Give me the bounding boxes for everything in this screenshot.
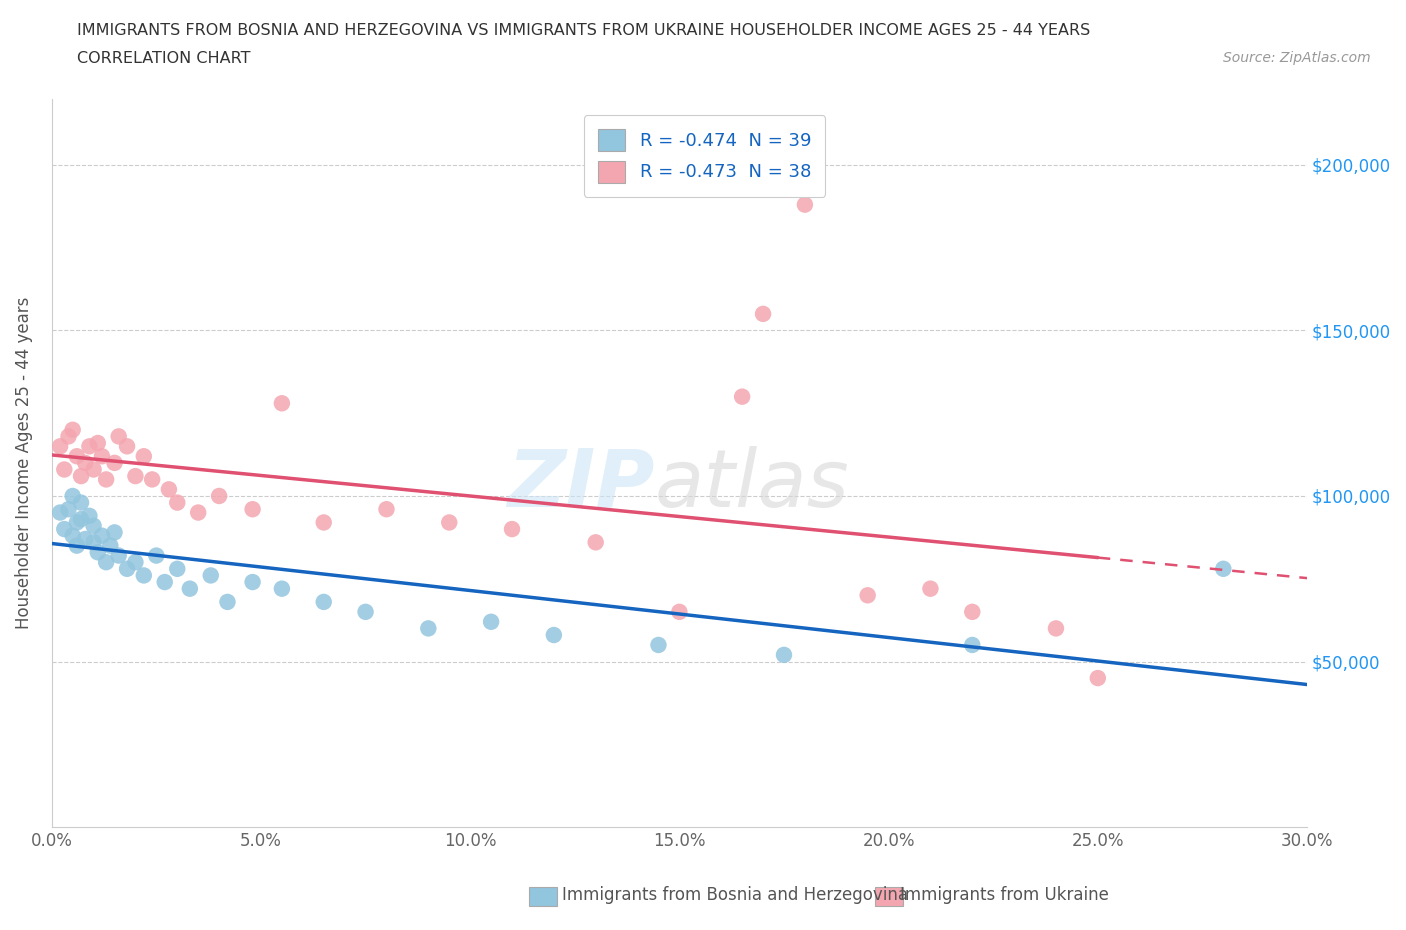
Point: [91, 528, 114, 543]
FancyBboxPatch shape: [529, 887, 557, 906]
Point: [145, 548, 167, 563]
Point: [94, 472, 117, 487]
Point: [66, 538, 89, 553]
Point: [479, 615, 502, 630]
Point: [124, 555, 146, 570]
Point: [132, 568, 155, 583]
FancyBboxPatch shape: [875, 887, 903, 906]
Point: [124, 469, 146, 484]
Point: [217, 594, 239, 609]
Point: [53, 522, 76, 537]
Point: [312, 594, 335, 609]
Point: [962, 604, 984, 619]
Point: [70, 495, 93, 510]
Point: [1212, 562, 1234, 577]
Point: [62, 488, 84, 503]
Point: [79, 439, 101, 454]
Point: [115, 562, 138, 577]
Point: [270, 581, 292, 596]
Point: [1045, 621, 1067, 636]
Point: [103, 456, 125, 471]
Point: [501, 522, 523, 537]
Point: [418, 621, 440, 636]
Text: IMMIGRANTS FROM BOSNIA AND HERZEGOVINA VS IMMIGRANTS FROM UKRAINE HOUSEHOLDER IN: IMMIGRANTS FROM BOSNIA AND HERZEGOVINA V…: [77, 23, 1091, 38]
Text: atlas: atlas: [654, 445, 849, 524]
Point: [75, 456, 97, 471]
Point: [157, 482, 180, 497]
Point: [83, 535, 105, 550]
Point: [91, 449, 114, 464]
Point: [166, 495, 188, 510]
Point: [87, 545, 110, 560]
Point: [439, 515, 461, 530]
Point: [242, 502, 264, 517]
Point: [187, 505, 209, 520]
Point: [83, 518, 105, 533]
Point: [962, 637, 984, 652]
Point: [83, 462, 105, 477]
Point: [731, 390, 754, 405]
Point: [132, 449, 155, 464]
Text: Source: ZipAtlas.com: Source: ZipAtlas.com: [1223, 51, 1371, 65]
Point: [75, 532, 97, 547]
Text: Immigrants from Ukraine: Immigrants from Ukraine: [900, 886, 1109, 904]
Point: [87, 435, 110, 450]
Point: [107, 548, 129, 563]
Point: [179, 581, 201, 596]
Point: [208, 488, 231, 503]
Point: [107, 429, 129, 444]
Point: [62, 422, 84, 437]
Point: [66, 515, 89, 530]
Point: [58, 502, 80, 517]
Point: [647, 637, 669, 652]
Point: [752, 307, 775, 322]
Point: [375, 502, 398, 517]
Point: [79, 509, 101, 524]
Text: CORRELATION CHART: CORRELATION CHART: [77, 51, 250, 66]
Point: [53, 462, 76, 477]
Point: [66, 449, 89, 464]
Point: [141, 472, 163, 487]
Point: [354, 604, 377, 619]
Point: [115, 439, 138, 454]
Point: [70, 512, 93, 526]
Point: [793, 197, 815, 212]
Point: [585, 535, 607, 550]
Point: [103, 525, 125, 539]
Legend: R = -0.474  N = 39, R = -0.473  N = 38: R = -0.474 N = 39, R = -0.473 N = 38: [583, 115, 825, 197]
Point: [70, 469, 93, 484]
Point: [543, 628, 565, 643]
Point: [49, 439, 72, 454]
Y-axis label: Householder Income Ages 25 - 44 years: Householder Income Ages 25 - 44 years: [15, 297, 32, 629]
Point: [242, 575, 264, 590]
Text: Immigrants from Bosnia and Herzegovina: Immigrants from Bosnia and Herzegovina: [562, 886, 908, 904]
Point: [153, 575, 176, 590]
Point: [58, 429, 80, 444]
Point: [49, 505, 72, 520]
Point: [312, 515, 335, 530]
Point: [1087, 671, 1109, 685]
Text: ZIP: ZIP: [508, 445, 654, 524]
Point: [270, 396, 292, 411]
Point: [98, 538, 121, 553]
Point: [668, 604, 690, 619]
Point: [920, 581, 942, 596]
Point: [856, 588, 879, 603]
Point: [94, 555, 117, 570]
Point: [773, 647, 796, 662]
Point: [62, 528, 84, 543]
Point: [166, 562, 188, 577]
Point: [200, 568, 222, 583]
